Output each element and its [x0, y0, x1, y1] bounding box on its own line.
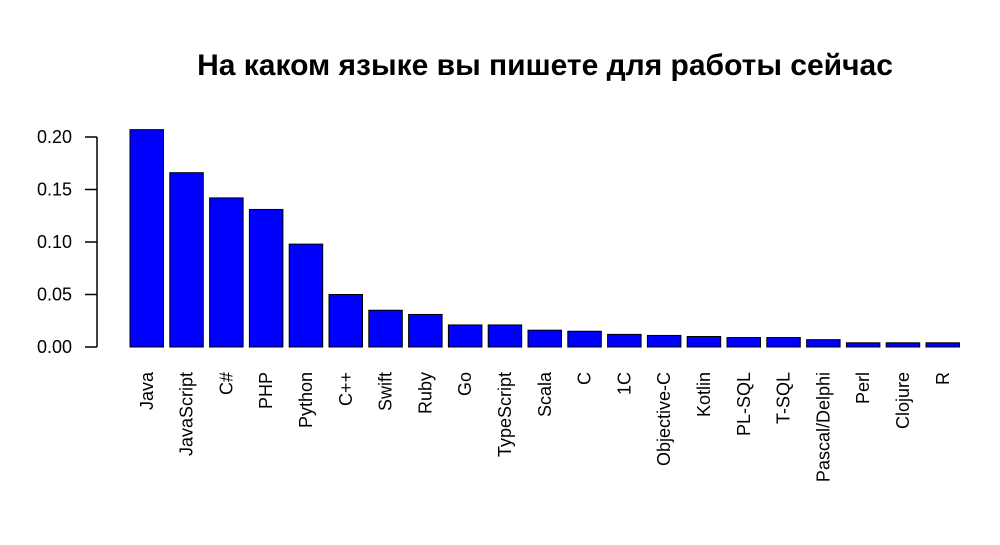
x-tick-label: 1C — [614, 372, 634, 395]
x-tick-label: R — [933, 372, 953, 385]
bar-javascript — [169, 172, 204, 348]
x-tick-label: Pascal/Delphi — [813, 372, 833, 482]
bar-python — [288, 243, 324, 348]
bar-php — [248, 208, 284, 348]
y-tick-label: 0.00 — [37, 337, 72, 357]
x-tick-label: C++ — [336, 372, 356, 406]
x-tick-label: Clojure — [893, 372, 913, 429]
bar-ruby — [408, 313, 443, 348]
bar-typescript — [487, 324, 523, 348]
bar-pascal-delphi — [806, 339, 841, 348]
bar-pl-sql — [726, 337, 761, 348]
x-tick-label: Python — [296, 372, 316, 428]
x-tick-label: Ruby — [415, 372, 435, 414]
x-axis-labels: Java JavaScript C# PHP Python C++ Swift Ruby Go T… — [137, 371, 953, 482]
y-tick-label: 0.10 — [37, 232, 72, 252]
bar-c- — [209, 197, 244, 348]
bar-t-sql — [766, 337, 801, 348]
x-tick-label: C# — [216, 372, 236, 395]
bar-go — [447, 324, 483, 348]
bar-c- — [328, 294, 363, 348]
bar-kotlin — [686, 336, 722, 348]
x-tick-label: JavaScript — [177, 372, 197, 456]
x-tick-label: Perl — [853, 372, 873, 404]
x-tick-label: Scala — [535, 371, 555, 417]
x-tick-label: Java — [137, 371, 157, 410]
chart-title: На каком языке вы пишете для работы сейч… — [197, 49, 893, 82]
x-tick-label: C — [575, 372, 595, 385]
x-tick-label: Kotlin — [694, 372, 714, 417]
x-tick-label: T-SQL — [774, 372, 794, 424]
bars — [129, 129, 960, 348]
bar-clojure — [885, 342, 921, 348]
bar-perl — [845, 342, 881, 348]
bar-java — [129, 129, 164, 348]
y-tick-label: 0.15 — [37, 180, 72, 200]
x-tick-label: PL-SQL — [734, 372, 754, 436]
y-tick-label: 0.20 — [37, 127, 72, 147]
bar-1c — [607, 333, 642, 348]
x-tick-label: Swift — [376, 372, 396, 411]
x-tick-label: TypeScript — [495, 372, 515, 457]
y-tick-label: 0.05 — [37, 285, 72, 305]
y-axis: 0.00 0.05 0.10 0.15 0.20 — [37, 127, 98, 357]
x-tick-label: Objective-C — [654, 372, 674, 466]
x-tick-label: Go — [455, 372, 475, 396]
bar-swift — [368, 309, 403, 348]
bar-r — [925, 342, 960, 348]
x-tick-label: PHP — [256, 372, 276, 409]
bar-c — [567, 330, 602, 348]
bar-scala — [527, 329, 562, 348]
bar-objective-c — [646, 334, 682, 348]
